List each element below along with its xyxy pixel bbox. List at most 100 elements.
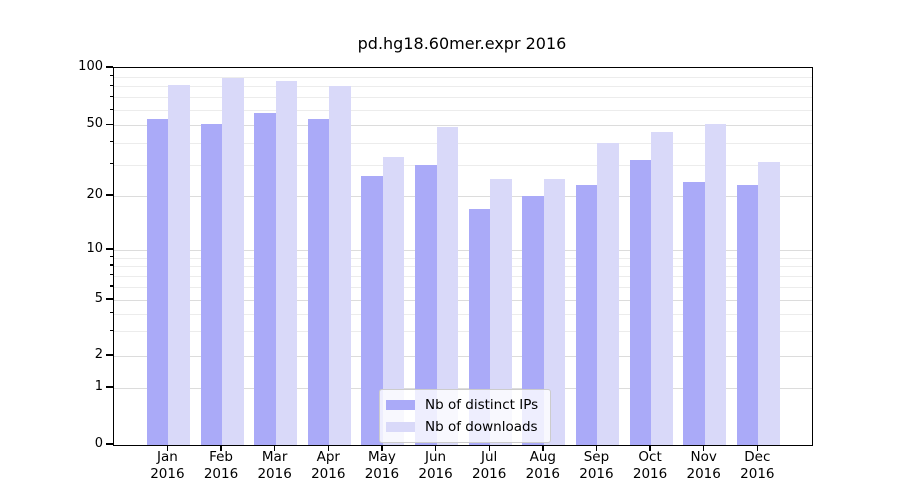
x-tick-mark-jun [434,445,437,451]
y-minor-tick-mark-60 [110,108,113,110]
gridline-minor-60 [114,110,812,112]
y-minor-tick-mark-9 [110,256,113,258]
y-tick-label-10: 10 [86,241,103,256]
gridline-minor-6 [114,286,812,288]
y-tick-label-5: 5 [94,291,103,306]
y-tick-mark-0 [106,443,113,445]
gridline-minor-7 [114,275,812,277]
y-minor-tick-mark-70 [110,95,113,98]
bar-downloads-jan [168,85,190,445]
bar-downloads-sep [597,142,619,445]
y-tick-mark-100 [106,66,113,68]
bar-distinct-ips-sep [575,185,598,445]
bar-downloads-mar [275,81,298,445]
chart-title: pd.hg18.60mer.expr 2016 [357,34,567,53]
y-tick-label-0: 0 [94,436,103,451]
bar-distinct-ips-mar [254,113,276,445]
y-minor-tick-mark-7 [110,274,113,276]
gridline-major-10 [114,250,812,251]
x-tick-mark-may [381,445,383,451]
x-tick-label-mar: Mar 2016 [257,449,292,482]
gridline-minor-70 [114,97,812,99]
bar-distinct-ips-aug [522,196,544,445]
y-tick-mark-5 [106,298,113,300]
x-tick-label-jan: Jan 2016 [150,449,185,482]
bar-downloads-feb [222,77,244,445]
x-tick-label-oct: Oct 2016 [632,449,668,482]
gridline-minor-80 [114,86,812,88]
bar-distinct-ips-nov [683,181,705,445]
bar-distinct-ips-jun [415,164,437,445]
legend-swatch-distinct-ips [386,400,415,410]
x-tick-mark-jul [488,445,490,451]
legend-label-distinct-ips: Nb of distinct IPs [425,397,539,413]
gridline-minor-90 [114,76,812,78]
y-minor-tick-mark-40 [110,140,113,143]
x-tick-label-may: May 2016 [364,449,400,482]
legend-row-distinct-ips: Nb of distinct IPs [386,397,538,413]
y-tick-label-20: 20 [86,187,103,202]
x-tick-mark-oct [649,445,651,451]
y-tick-label-2: 2 [94,347,103,362]
bar-downloads-dec [758,162,780,445]
y-tick-mark-1 [106,386,113,388]
y-tick-label-1: 1 [94,379,103,394]
bar-distinct-ips-jan [146,118,169,445]
x-tick-mark-mar [274,445,276,451]
bar-downloads-aug [543,178,566,445]
gridline-major-2 [114,356,812,357]
y-minor-tick-mark-3 [110,329,113,331]
y-minor-tick-mark-4 [110,312,113,314]
gridline-major-50 [114,125,812,127]
bar-downloads-jun [436,126,459,445]
y-minor-tick-mark-8 [110,264,113,266]
gridline-major-1 [114,388,812,389]
gridline-minor-30 [114,164,812,166]
y-minor-tick-mark-90 [110,75,113,77]
x-tick-label-nov: Nov 2016 [686,449,721,482]
x-tick-label-jul: Jul 2016 [471,449,507,482]
x-tick-mark-feb [220,445,222,451]
x-tick-mark-sep [595,445,598,451]
bar-downloads-may [382,157,405,445]
y-tick-mark-10 [106,248,113,250]
y-tick-mark-2 [106,354,113,356]
x-tick-mark-jan [166,445,169,451]
bar-downloads-jul [490,178,512,445]
legend-label-downloads: Nb of downloads [425,419,538,435]
y-minor-tick-mark-80 [110,84,113,87]
x-tick-label-dec: Dec 2016 [740,449,775,482]
gridline-major-5 [114,300,812,301]
x-tick-label-jun: Jun 2016 [418,449,453,482]
gridline-minor-8 [114,266,812,268]
y-tick-mark-50 [106,123,113,125]
y-tick-label-100: 100 [78,59,103,74]
y-tick-label-50: 50 [86,116,103,132]
x-tick-mark-nov [703,445,705,451]
gridline-minor-3 [114,331,812,333]
bar-downloads-oct [651,131,673,445]
legend: Nb of distinct IPs Nb of downloads [379,389,552,443]
legend-swatch-downloads [386,422,415,432]
gridline-minor-9 [114,257,812,259]
bar-distinct-ips-oct [629,159,652,445]
bar-downloads-nov [704,123,727,445]
legend-row-downloads: Nb of downloads [386,419,538,435]
bar-distinct-ips-apr [307,118,330,445]
gridline-minor-4 [114,313,812,315]
x-tick-label-feb: Feb 2016 [203,449,239,482]
y-minor-tick-mark-30 [110,163,113,165]
x-tick-label-apr: Apr 2016 [311,449,346,482]
x-tick-mark-aug [542,445,544,451]
x-tick-label-aug: Aug 2016 [525,449,560,482]
bar-distinct-ips-may [361,175,383,445]
bar-distinct-ips-jul [468,208,491,445]
plot-area [113,67,813,446]
x-tick-mark-apr [327,445,329,451]
x-tick-mark-dec [756,445,759,451]
y-minor-tick-mark-6 [110,285,113,287]
y-tick-mark-20 [106,194,113,196]
x-tick-label-sep: Sep 2016 [579,449,614,482]
gridline-minor-40 [114,142,812,144]
